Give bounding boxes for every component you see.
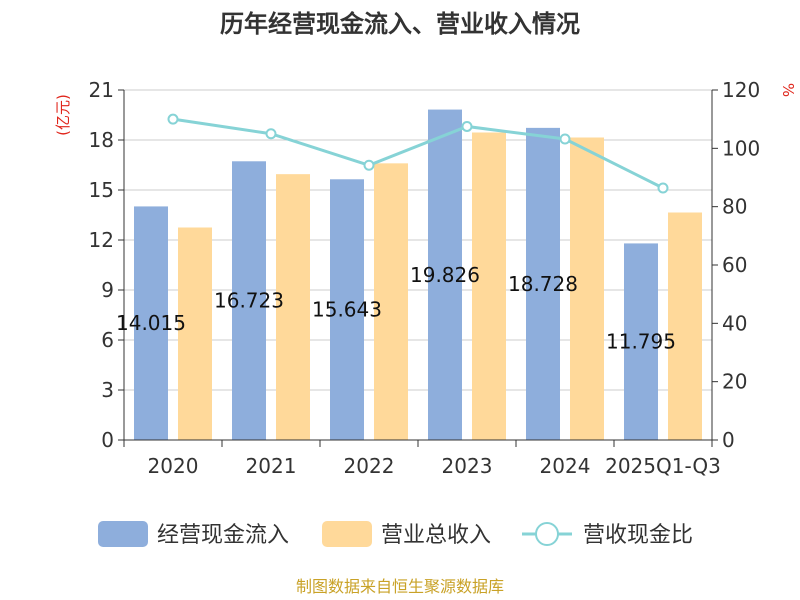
y2-tick-label: 40 <box>722 311 747 335</box>
data-labels: 14.015 16.723 15.643 19.826 18.728 11.795 <box>116 263 676 354</box>
y2-tick-label: 60 <box>722 253 747 277</box>
x-tick-label: 2020 <box>148 454 199 478</box>
y-tick-label: 0 <box>101 428 114 452</box>
y-tick-label: 15 <box>89 178 114 202</box>
data-label: 14.015 <box>116 311 186 335</box>
bar <box>428 109 462 441</box>
data-label: 15.643 <box>312 298 382 322</box>
bar <box>624 243 658 440</box>
legend-label: 营收现金比 <box>583 523 693 548</box>
y-tick-label: 9 <box>101 278 114 302</box>
source-note: 制图数据来自恒生聚源数据库 <box>296 577 504 596</box>
bar <box>374 163 408 441</box>
y-axis-label: (亿元) <box>54 94 72 136</box>
chart-title: 历年经营现金流入、营业收入情况 <box>220 10 580 38</box>
bar <box>668 212 702 440</box>
line-point <box>363 159 375 171</box>
x-tick-label: 2025Q1-Q3 <box>605 454 721 478</box>
legend-swatch <box>98 521 148 547</box>
ratio-line-path <box>172 117 664 190</box>
y2-tick-label: 100 <box>722 136 760 160</box>
bar <box>330 179 364 441</box>
line-point <box>167 113 179 125</box>
y-tick-label: 12 <box>89 228 114 252</box>
x-tick-label: 2021 <box>246 454 297 478</box>
legend-label: 经营现金流入 <box>157 523 289 548</box>
axes: 0 3 6 9 12 15 18 21 0 20 40 60 80 100 120 2020 2021 2022 2… <box>89 78 761 478</box>
bar <box>232 161 266 441</box>
bar <box>178 227 212 440</box>
bars <box>134 109 702 441</box>
y-tick-label: 21 <box>89 78 114 102</box>
line-point <box>461 120 473 132</box>
data-label: 18.728 <box>508 272 578 296</box>
line-point <box>559 133 571 145</box>
y2-tick-label: 120 <box>722 78 760 102</box>
legend-label: 营业总收入 <box>381 523 491 548</box>
legend-swatch <box>322 521 372 547</box>
line-point <box>265 128 277 140</box>
y-tick-label: 3 <box>101 378 114 402</box>
data-label: 11.795 <box>606 330 676 354</box>
y2-axis-label: % <box>779 83 797 97</box>
bar <box>526 127 560 440</box>
legend: 经营现金流入 营业总收入 营收现金比 <box>98 521 693 548</box>
y-tick-label: 18 <box>89 128 114 152</box>
bar <box>134 206 168 440</box>
data-label: 16.723 <box>214 289 284 313</box>
legend-marker <box>535 522 559 546</box>
bar <box>472 132 506 440</box>
data-label: 19.826 <box>410 263 480 287</box>
y2-tick-label: 80 <box>722 195 747 219</box>
ratio-line <box>167 113 669 194</box>
line-point <box>657 182 669 194</box>
gridlines <box>124 89 712 391</box>
bar <box>276 174 310 440</box>
y-tick-label: 6 <box>101 328 114 352</box>
y2-tick-label: 20 <box>722 370 747 394</box>
x-tick-label: 2023 <box>442 454 493 478</box>
x-tick-label: 2024 <box>540 454 591 478</box>
y2-tick-label: 0 <box>722 428 735 452</box>
bar <box>570 137 604 440</box>
x-tick-label: 2022 <box>344 454 395 478</box>
